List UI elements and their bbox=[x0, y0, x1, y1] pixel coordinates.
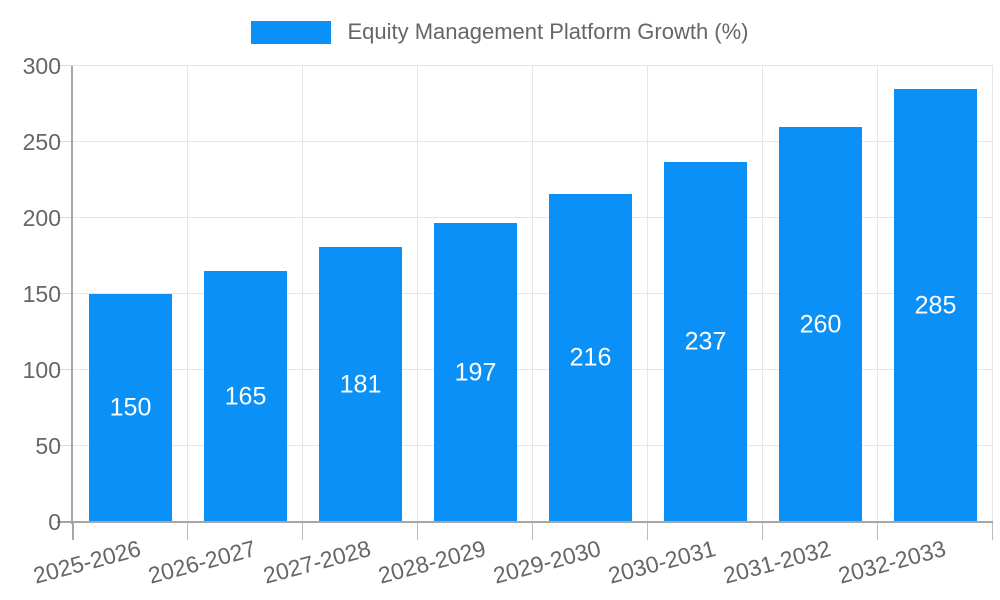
legend-swatch bbox=[251, 20, 332, 44]
x-axis-tick-label: 2030-2031 bbox=[604, 535, 718, 589]
x-gridline bbox=[532, 66, 533, 522]
x-tick bbox=[302, 522, 303, 540]
y-gridline bbox=[73, 445, 993, 446]
x-axis-tick-label: 2027-2028 bbox=[259, 535, 373, 589]
x-tick bbox=[72, 522, 74, 540]
y-axis-tick-label: 150 bbox=[22, 281, 61, 307]
y-tick bbox=[57, 369, 73, 370]
y-axis-tick-label: 0 bbox=[48, 509, 61, 535]
y-gridline bbox=[73, 217, 993, 218]
x-tick bbox=[762, 522, 763, 540]
x-tick bbox=[877, 522, 878, 540]
bar-value-label: 165 bbox=[224, 382, 267, 410]
bar bbox=[204, 271, 287, 522]
x-gridline bbox=[762, 66, 763, 522]
x-gridline bbox=[877, 66, 878, 522]
y-axis-tick-label: 50 bbox=[35, 433, 61, 459]
x-gridline bbox=[417, 66, 418, 522]
y-gridline bbox=[73, 293, 993, 294]
y-gridline bbox=[73, 65, 993, 66]
y-gridline bbox=[73, 141, 993, 142]
bar bbox=[894, 89, 977, 522]
y-tick bbox=[57, 445, 73, 446]
y-tick bbox=[57, 141, 73, 142]
y-axis-tick-label: 100 bbox=[22, 357, 61, 383]
x-axis-tick-label: 2028-2029 bbox=[374, 535, 488, 589]
bar-value-label: 216 bbox=[569, 343, 612, 372]
bar bbox=[319, 247, 402, 522]
x-gridline bbox=[992, 66, 993, 522]
x-axis-tick-label: 2026-2027 bbox=[144, 535, 258, 589]
bar bbox=[89, 294, 172, 522]
bar bbox=[549, 194, 632, 522]
x-gridline bbox=[302, 66, 303, 522]
x-axis-tick-label: 2025-2026 bbox=[29, 535, 143, 589]
y-axis-tick-label: 250 bbox=[22, 129, 61, 155]
y-gridline bbox=[73, 369, 993, 370]
x-tick bbox=[417, 522, 418, 540]
y-tick bbox=[57, 217, 73, 218]
y-tick bbox=[57, 65, 73, 66]
y-axis-tick-label: 200 bbox=[22, 205, 61, 231]
bar-value-label: 197 bbox=[454, 358, 497, 386]
bar-value-label: 285 bbox=[914, 291, 957, 319]
y-axis-tick-label: 300 bbox=[22, 53, 61, 79]
bar-value-label: 181 bbox=[339, 370, 382, 398]
legend-label: Equity Management Platform Growth (%) bbox=[347, 19, 749, 44]
x-axis-tick-label: 2032-2033 bbox=[834, 535, 948, 589]
x-gridline bbox=[187, 66, 188, 522]
chart-legend[interactable]: Equity Management Platform Growth (%) bbox=[0, 19, 1000, 45]
x-tick bbox=[992, 522, 993, 540]
x-axis-tick-label: 2029-2030 bbox=[489, 535, 603, 589]
y-axis-line bbox=[71, 66, 73, 524]
bar-value-label: 260 bbox=[799, 310, 842, 338]
bar-value-label: 237 bbox=[684, 327, 727, 356]
bar bbox=[779, 127, 862, 522]
bar-value-label: 150 bbox=[109, 393, 152, 422]
x-tick bbox=[647, 522, 648, 540]
x-axis-tick-label: 2031-2032 bbox=[719, 535, 833, 589]
bar bbox=[434, 223, 517, 522]
x-axis-line bbox=[71, 521, 993, 523]
x-gridline bbox=[647, 66, 648, 522]
x-tick bbox=[532, 522, 533, 540]
x-tick bbox=[187, 522, 188, 540]
y-tick bbox=[57, 293, 73, 294]
y-tick bbox=[57, 521, 73, 523]
bar bbox=[664, 162, 747, 522]
